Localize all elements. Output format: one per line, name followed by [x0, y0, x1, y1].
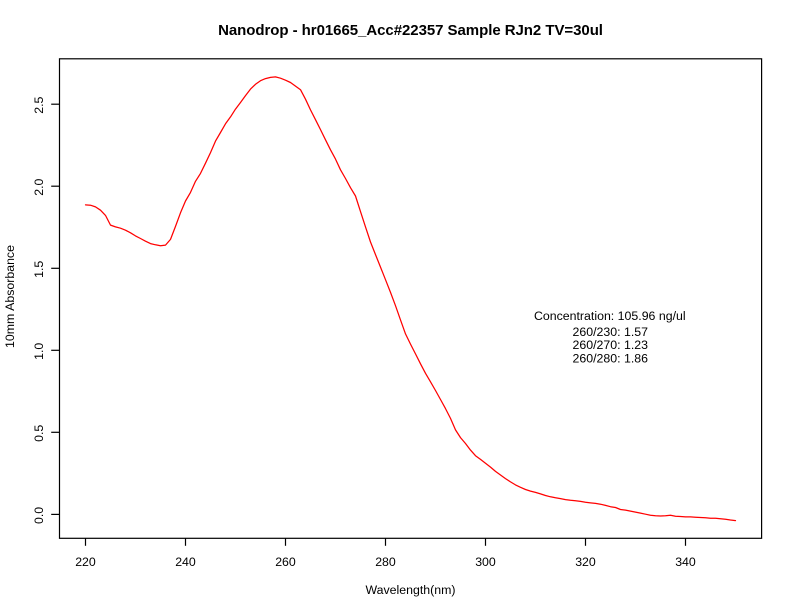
svg-text:Nanodrop - hr01665_Acc#22357 S: Nanodrop - hr01665_Acc#22357 Sample RJn2… [218, 22, 603, 39]
svg-text:340: 340 [675, 555, 696, 569]
svg-text:320: 320 [575, 555, 596, 569]
svg-text:10mm Absorbance: 10mm Absorbance [3, 245, 17, 348]
svg-text:1.5: 1.5 [32, 261, 46, 278]
svg-text:2.5: 2.5 [32, 96, 46, 113]
svg-text:0.5: 0.5 [32, 425, 46, 442]
svg-text:1.0: 1.0 [32, 343, 46, 360]
svg-text:2.0: 2.0 [32, 178, 46, 195]
svg-text:260: 260 [275, 555, 296, 569]
svg-text:300: 300 [475, 555, 496, 569]
svg-text:240: 240 [175, 555, 196, 569]
svg-text:0.0: 0.0 [32, 507, 46, 524]
svg-text:220: 220 [75, 555, 96, 569]
svg-text:280: 280 [375, 555, 396, 569]
svg-text:260/280: 1.86: 260/280: 1.86 [573, 352, 649, 366]
svg-text:260/270: 1.23: 260/270: 1.23 [573, 338, 649, 352]
svg-text:Concentration: 105.96 ng/ul: Concentration: 105.96 ng/ul [534, 309, 686, 323]
svg-text:260/230: 1.57: 260/230: 1.57 [573, 325, 649, 339]
svg-text:Wavelength(nm): Wavelength(nm) [365, 583, 455, 597]
